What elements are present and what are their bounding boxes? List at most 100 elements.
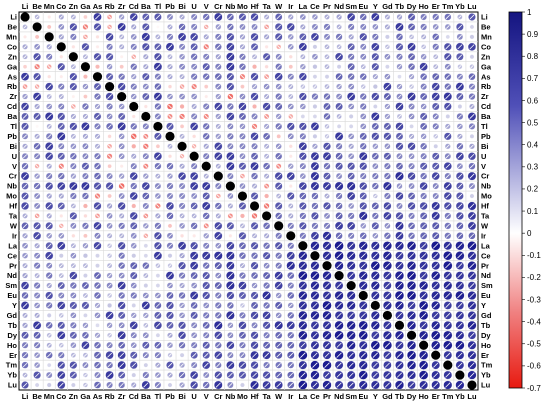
correlation-mark-stroke [420, 312, 427, 319]
correlation-mark-stroke [155, 303, 161, 308]
correlation-mark-stroke [373, 164, 378, 169]
correlation-mark-stroke [264, 243, 269, 248]
correlation-mark-stroke [409, 193, 414, 199]
top-axis-label: Mn [44, 2, 55, 11]
correlation-mark-stroke [216, 273, 221, 278]
correlation-mark-stroke [204, 263, 209, 268]
correlation-mark-stroke [119, 45, 124, 49]
correlation-mark-stroke [361, 54, 366, 59]
correlation-mark-stroke [288, 313, 293, 318]
correlation-mark [348, 124, 354, 129]
correlation-mark-stroke [71, 104, 75, 109]
correlation-mark-stroke [420, 302, 427, 309]
correlation-mark-stroke [168, 333, 172, 338]
correlation-mark-stroke [46, 183, 52, 189]
top-axis-label: Tl [155, 2, 162, 11]
bottom-axis-label: As [93, 392, 103, 401]
colorbar-tick-label: 0.1 [527, 207, 539, 216]
correlation-mark-stroke [47, 104, 52, 109]
correlation-mark-stroke [204, 45, 209, 49]
correlation-mark [167, 223, 173, 229]
correlation-mark-stroke [421, 203, 427, 209]
correlation-mark-stroke [95, 164, 100, 169]
diagonal-cell [431, 350, 441, 360]
correlation-mark-stroke [191, 313, 197, 318]
right-axis-label: Co [481, 42, 491, 51]
correlation-mark-stroke [276, 382, 282, 388]
correlation-mark-stroke [312, 213, 318, 219]
correlation-mark-stroke [445, 104, 451, 109]
correlation-mark-stroke [289, 214, 293, 218]
correlation-mark-stroke [216, 363, 221, 368]
correlation-mark-stroke [180, 383, 184, 387]
correlation-mark-stroke [144, 54, 148, 59]
correlation-mark-stroke [288, 372, 293, 378]
correlation-mark-stroke [22, 193, 28, 199]
correlation-mark [119, 54, 124, 59]
correlation-mark-stroke [396, 104, 402, 109]
correlation-mark-stroke [408, 342, 415, 348]
correlation-mark-stroke [396, 272, 403, 279]
correlation-mark-stroke [191, 203, 197, 209]
correlation-mark-stroke [83, 243, 88, 248]
correlation-mark-stroke [324, 24, 330, 29]
correlation-mark-stroke [252, 283, 257, 288]
correlation-mark-stroke [252, 184, 257, 188]
correlation-mark-stroke [58, 372, 64, 378]
correlation-mark-stroke [192, 94, 197, 99]
correlation-mark-stroke [312, 263, 318, 269]
correlation-mark-stroke [252, 34, 257, 40]
bottom-axis-label: Cr [214, 392, 222, 401]
correlation-mark-stroke [361, 14, 366, 20]
correlation-mark-stroke [71, 84, 76, 89]
correlation-mark-stroke [240, 154, 245, 159]
correlation-mark-stroke [119, 234, 124, 238]
correlation-mark-stroke [421, 292, 427, 299]
correlation-mark-stroke [457, 362, 463, 368]
correlation-mark-stroke [348, 44, 354, 50]
correlation-mark-stroke [409, 223, 414, 229]
correlation-mark-stroke [240, 372, 245, 378]
correlation-mark-stroke [360, 382, 366, 388]
correlation-mark-stroke [336, 233, 342, 239]
correlation-mark-stroke [324, 372, 330, 378]
correlation-mark-stroke [252, 234, 257, 238]
correlation-mark-stroke [372, 113, 378, 119]
correlation-mark [119, 64, 124, 70]
correlation-mark [300, 114, 306, 119]
correlation-mark-stroke [396, 372, 403, 378]
correlation-mark-stroke [216, 194, 220, 198]
correlation-mark-stroke [228, 14, 233, 20]
correlation-mark-stroke [143, 263, 148, 268]
correlation-mark-stroke [445, 25, 450, 29]
correlation-mark-stroke [23, 214, 27, 218]
correlation-mark-stroke [373, 24, 378, 29]
correlation-mark-stroke [385, 133, 390, 139]
correlation-mark-stroke [82, 123, 88, 129]
bottom-axis-label: Cd [129, 392, 139, 401]
top-axis-label: As [93, 2, 103, 11]
bottom-axis-label: Hf [251, 392, 259, 401]
correlation-mark-stroke [46, 293, 52, 298]
correlation-mark-stroke [396, 352, 403, 358]
correlation-mark-stroke [421, 253, 427, 259]
correlation-mark [469, 34, 475, 40]
correlation-mark-stroke [469, 352, 475, 358]
correlation-mark [372, 104, 378, 109]
correlation-mark-stroke [408, 243, 415, 249]
correlation-mark-stroke [34, 233, 40, 239]
correlation-mark-stroke [409, 94, 415, 100]
diagonal-cell [370, 300, 380, 311]
correlation-mark [119, 164, 124, 169]
correlation-mark-stroke [83, 55, 88, 59]
colorbar-tick-label: -0.7 [527, 384, 541, 393]
correlation-mark-stroke [204, 14, 209, 20]
correlation-mark-stroke [349, 154, 354, 159]
correlation-mark-stroke [264, 303, 269, 308]
correlation-mark-stroke [215, 233, 221, 239]
correlation-mark-stroke [457, 34, 462, 39]
correlation-mark-stroke [445, 44, 451, 50]
correlation-mark-stroke [180, 15, 184, 19]
correlation-mark-stroke [432, 242, 439, 249]
correlation-mark-stroke [372, 342, 379, 349]
